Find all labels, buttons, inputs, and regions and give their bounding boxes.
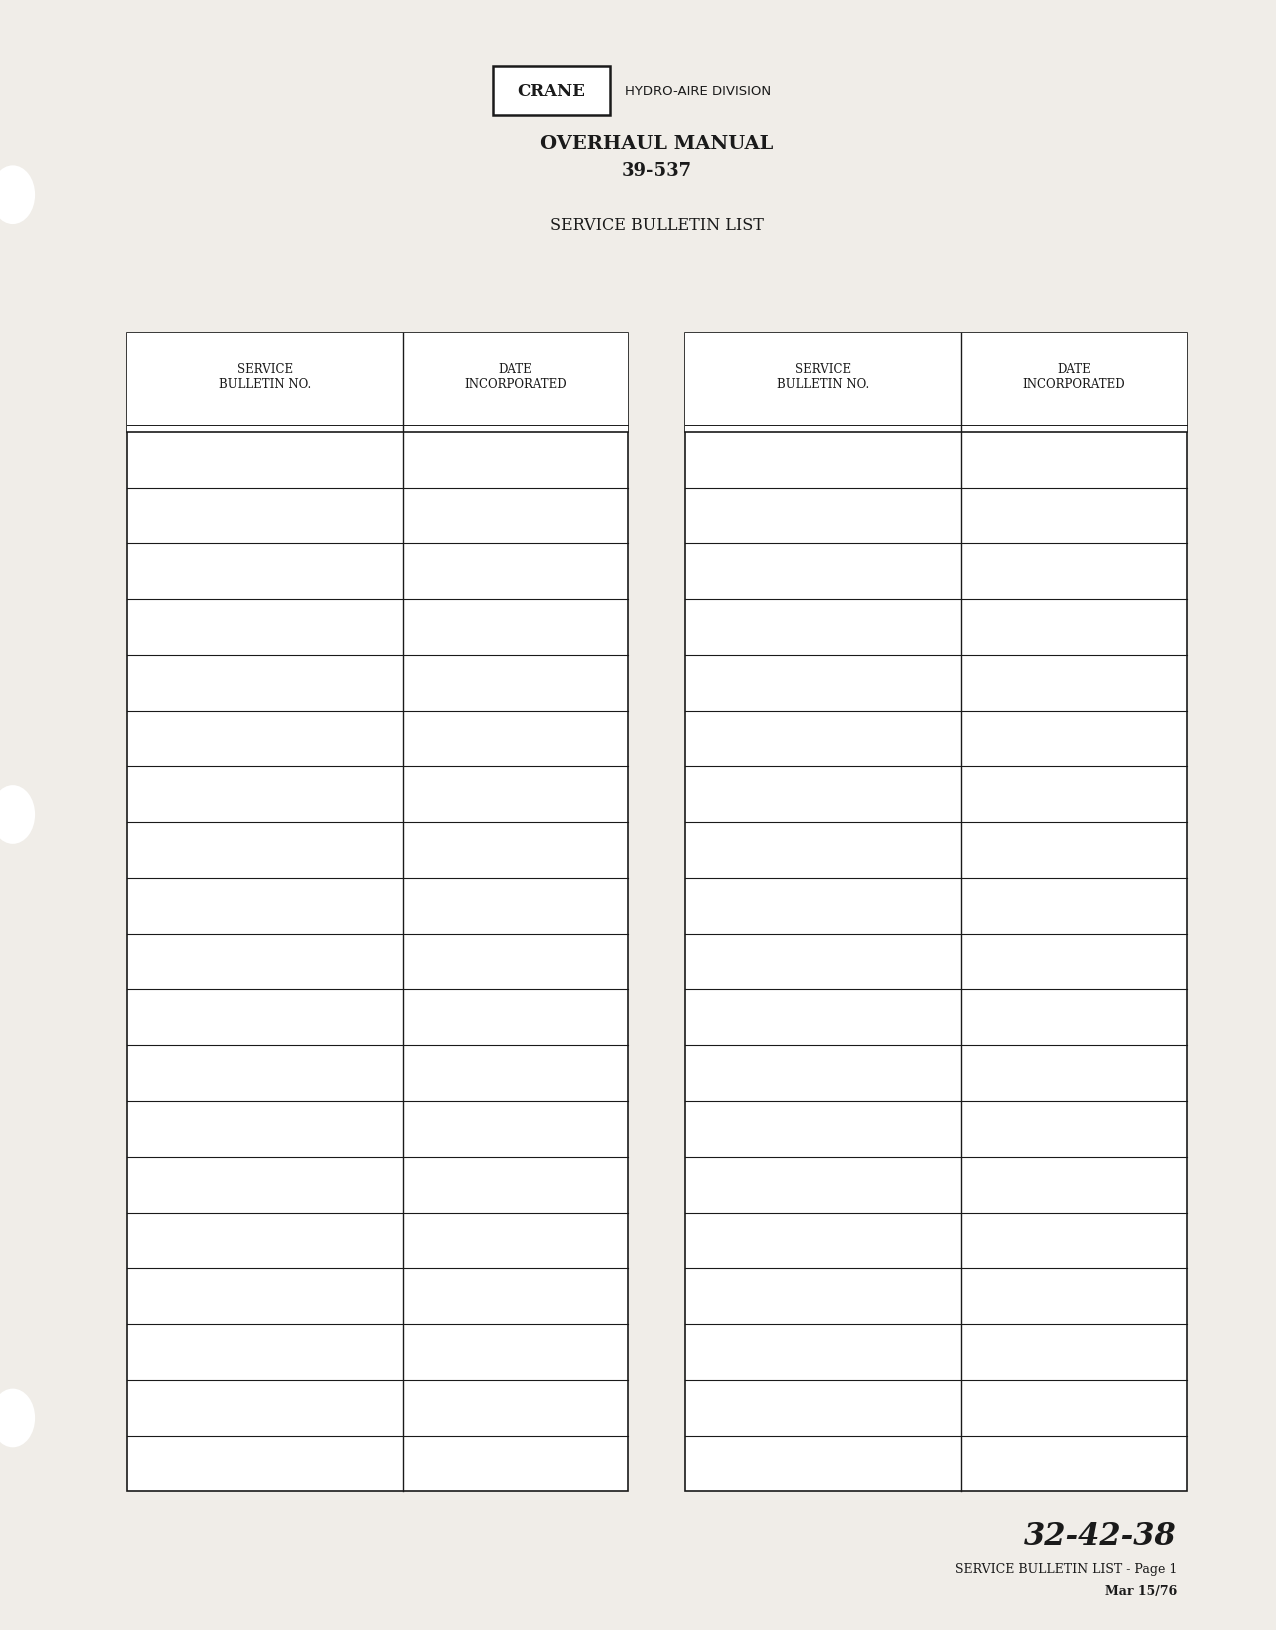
Text: SERVICE BULLETIN LIST - Page 1: SERVICE BULLETIN LIST - Page 1 [954, 1562, 1176, 1575]
Text: DATE
INCORPORATED: DATE INCORPORATED [464, 363, 567, 391]
Bar [126, 334, 628, 1491]
Text: SERVICE
BULLETIN NO.: SERVICE BULLETIN NO. [777, 363, 869, 391]
Text: DATE
INCORPORATED: DATE INCORPORATED [1022, 363, 1125, 391]
Text: 32-42-38: 32-42-38 [1025, 1519, 1176, 1552]
Bar [685, 334, 1187, 1491]
Text: SERVICE
BULLETIN NO.: SERVICE BULLETIN NO. [218, 363, 311, 391]
Text: CRANE: CRANE [518, 83, 586, 99]
Circle shape [0, 166, 36, 225]
FancyBboxPatch shape [493, 67, 610, 116]
Text: 39-537: 39-537 [621, 161, 692, 181]
Text: Mar 15/76: Mar 15/76 [1105, 1584, 1176, 1597]
Text: HYDRO-AIRE DIVISION: HYDRO-AIRE DIVISION [625, 85, 771, 98]
Circle shape [0, 1389, 36, 1447]
Bar [126, 334, 628, 432]
Text: SERVICE BULLETIN LIST: SERVICE BULLETIN LIST [550, 217, 764, 233]
Text: OVERHAUL MANUAL: OVERHAUL MANUAL [540, 134, 773, 153]
Bar [685, 334, 1187, 432]
Circle shape [0, 786, 36, 844]
